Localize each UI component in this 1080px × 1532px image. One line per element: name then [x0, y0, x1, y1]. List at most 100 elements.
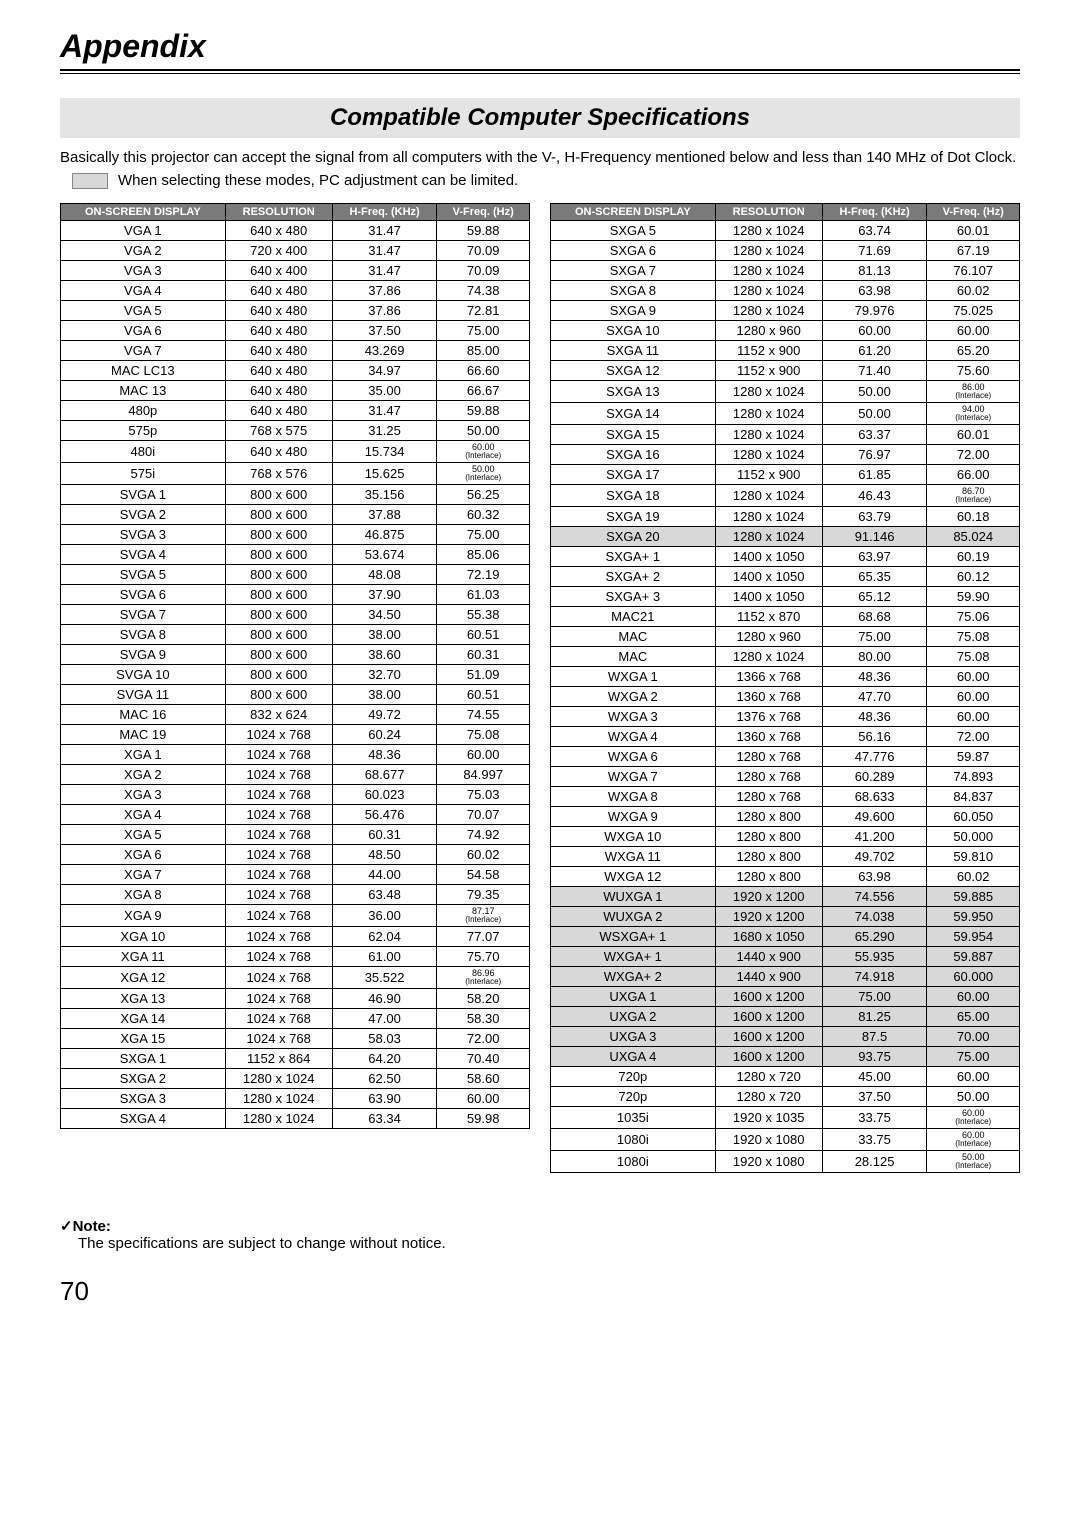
table-row: 480i640 x 48015.73460.00(Interlace): [61, 441, 530, 463]
table-row: SXGA 131280 x 102450.0086.00(Interlace): [551, 381, 1020, 403]
cell-display: MAC 13: [61, 381, 226, 401]
cell-resolution: 640 x 400: [225, 261, 332, 281]
table-row: XGA 91024 x 76836.0087.17(Interlace): [61, 905, 530, 927]
cell-vfreq: 70.00: [927, 1027, 1020, 1047]
cell-vfreq: 79.35: [437, 885, 530, 905]
table-row: WXGA 71280 x 76860.28974.893: [551, 767, 1020, 787]
table-row: XGA 81024 x 76863.4879.35: [61, 885, 530, 905]
table-row: WXGA+ 11440 x 90055.93559.887: [551, 947, 1020, 967]
table-row: MAC 16832 x 62449.7274.55: [61, 705, 530, 725]
cell-resolution: 1920 x 1035: [715, 1107, 822, 1129]
cell-display: WXGA 11: [551, 847, 716, 867]
cell-hfreq: 34.50: [332, 605, 437, 625]
cell-resolution: 1024 x 768: [225, 785, 332, 805]
cell-display: SXGA 9: [551, 301, 716, 321]
table-row: WUXGA 21920 x 120074.03859.950: [551, 907, 1020, 927]
table-row: UXGA 11600 x 120075.0060.00: [551, 987, 1020, 1007]
cell-display: SVGA 9: [61, 645, 226, 665]
cell-display: 1080i: [551, 1151, 716, 1173]
cell-vfreq: 70.40: [437, 1049, 530, 1069]
cell-vfreq: 67.19: [927, 241, 1020, 261]
table-row: XGA 11024 x 76848.3660.00: [61, 745, 530, 765]
cell-vfreq: 60.00: [927, 667, 1020, 687]
cell-resolution: 1280 x 1024: [715, 241, 822, 261]
cell-resolution: 768 x 576: [225, 463, 332, 485]
cell-vfreq: 74.55: [437, 705, 530, 725]
cell-display: 720p: [551, 1087, 716, 1107]
cell-hfreq: 48.36: [332, 745, 437, 765]
cell-resolution: 1440 x 900: [715, 967, 822, 987]
cell-hfreq: 81.13: [822, 261, 927, 281]
cell-hfreq: 33.75: [822, 1129, 927, 1151]
table-row: VGA 2720 x 40031.4770.09: [61, 241, 530, 261]
table-row: SVGA 10800 x 60032.7051.09: [61, 665, 530, 685]
cell-vfreq: 59.810: [927, 847, 1020, 867]
cell-hfreq: 31.47: [332, 401, 437, 421]
cell-vfreq: 58.30: [437, 1009, 530, 1029]
cell-vfreq: 50.00: [927, 1087, 1020, 1107]
table-row: SXGA 201280 x 102491.14685.024: [551, 527, 1020, 547]
cell-vfreq: 76.107: [927, 261, 1020, 281]
cell-display: SVGA 8: [61, 625, 226, 645]
cell-resolution: 1024 x 768: [225, 885, 332, 905]
cell-resolution: 1280 x 800: [715, 827, 822, 847]
cell-resolution: 1280 x 800: [715, 847, 822, 867]
table-row: SXGA 71280 x 102481.1376.107: [551, 261, 1020, 281]
cell-vfreq: 74.92: [437, 825, 530, 845]
cell-resolution: 1024 x 768: [225, 1009, 332, 1029]
table-row: SXGA+ 11400 x 105063.9760.19: [551, 547, 1020, 567]
cell-resolution: 1280 x 1024: [715, 301, 822, 321]
cell-display: XGA 2: [61, 765, 226, 785]
cell-vfreq: 60.00: [927, 707, 1020, 727]
cell-hfreq: 49.72: [332, 705, 437, 725]
cell-vfreq: 70.09: [437, 241, 530, 261]
cell-hfreq: 61.20: [822, 341, 927, 361]
cell-display: VGA 3: [61, 261, 226, 281]
cell-display: SXGA 15: [551, 425, 716, 445]
cell-hfreq: 93.75: [822, 1047, 927, 1067]
table-row: VGA 4640 x 48037.8674.38: [61, 281, 530, 301]
cell-resolution: 1280 x 1024: [715, 403, 822, 425]
table-row: SVGA 2800 x 60037.8860.32: [61, 505, 530, 525]
th-resolution: RESOLUTION: [715, 204, 822, 221]
cell-resolution: 1280 x 1024: [715, 281, 822, 301]
cell-resolution: 1024 x 768: [225, 825, 332, 845]
page-number: 70: [60, 1276, 1020, 1307]
cell-vfreq: 60.00: [927, 687, 1020, 707]
cell-hfreq: 68.68: [822, 607, 927, 627]
table-row: XGA 141024 x 76847.0058.30: [61, 1009, 530, 1029]
table-row: SVGA 9800 x 60038.6060.31: [61, 645, 530, 665]
tables-container: ON-SCREEN DISPLAY RESOLUTION H-Freq. (KH…: [60, 203, 1020, 1173]
cell-hfreq: 81.25: [822, 1007, 927, 1027]
cell-hfreq: 33.75: [822, 1107, 927, 1129]
cell-display: MAC: [551, 627, 716, 647]
cell-vfreq: 75.025: [927, 301, 1020, 321]
cell-resolution: 640 x 480: [225, 301, 332, 321]
table-row: SXGA+ 31400 x 105065.1259.90: [551, 587, 1020, 607]
cell-resolution: 800 x 600: [225, 665, 332, 685]
cell-vfreq: 50.00: [437, 421, 530, 441]
cell-vfreq: 60.02: [927, 867, 1020, 887]
cell-display: XGA 8: [61, 885, 226, 905]
cell-vfreq: 58.60: [437, 1069, 530, 1089]
table-row: WXGA 91280 x 80049.60060.050: [551, 807, 1020, 827]
table-row: SVGA 8800 x 60038.0060.51: [61, 625, 530, 645]
table-row: VGA 1640 x 48031.4759.88: [61, 221, 530, 241]
table-row: SXGA 51280 x 102463.7460.01: [551, 221, 1020, 241]
table-row: XGA 51024 x 76860.3174.92: [61, 825, 530, 845]
table-row: WXGA 101280 x 80041.20050.000: [551, 827, 1020, 847]
cell-resolution: 1400 x 1050: [715, 587, 822, 607]
cell-display: XGA 14: [61, 1009, 226, 1029]
table-row: WXGA 61280 x 76847.77659.87: [551, 747, 1020, 767]
cell-display: WXGA 10: [551, 827, 716, 847]
note-body: The specifications are subject to change…: [60, 1235, 446, 1252]
cell-vfreq: 72.00: [437, 1029, 530, 1049]
cell-resolution: 800 x 600: [225, 685, 332, 705]
cell-display: MAC 19: [61, 725, 226, 745]
table-row: 575p768 x 57531.2550.00: [61, 421, 530, 441]
table-row: VGA 3640 x 40031.4770.09: [61, 261, 530, 281]
cell-hfreq: 48.08: [332, 565, 437, 585]
table-row: SXGA 81280 x 102463.9860.02: [551, 281, 1020, 301]
table-row: SVGA 4800 x 60053.67485.06: [61, 545, 530, 565]
cell-hfreq: 74.918: [822, 967, 927, 987]
